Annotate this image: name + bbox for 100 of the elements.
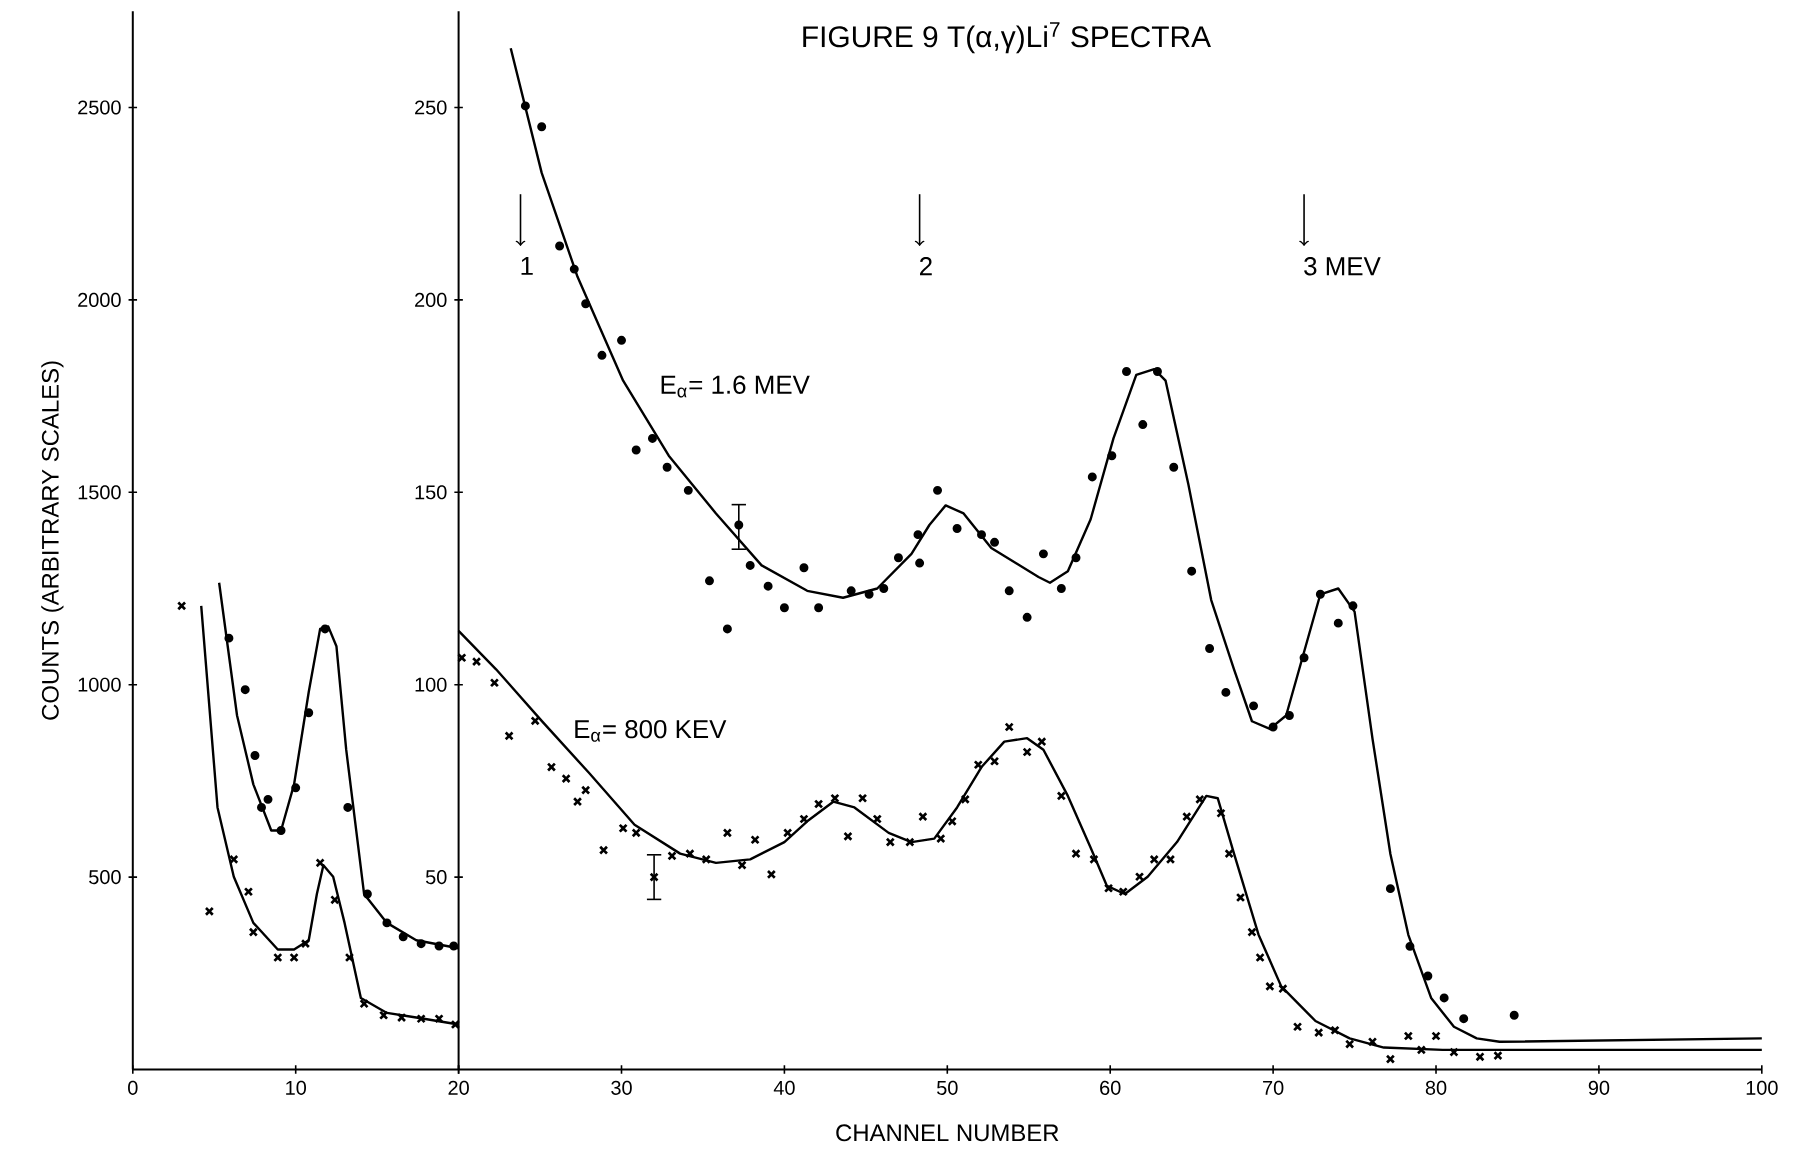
point [977, 530, 986, 540]
x-tick-label: 20 [448, 1080, 469, 1095]
point [257, 802, 266, 812]
point [1268, 722, 1278, 732]
x-tick-label: 60 [1100, 1080, 1121, 1095]
point [1187, 566, 1197, 576]
y-tick-label: 150 [415, 485, 447, 500]
point [846, 586, 856, 596]
point [451, 1020, 460, 1029]
point [1509, 1010, 1519, 1020]
series-label: E$_{α}$= 1.6 MEV [661, 375, 810, 398]
point [1405, 941, 1415, 951]
x-tick-label: 0 [128, 1080, 138, 1095]
point [1459, 1014, 1469, 1024]
point [745, 560, 755, 570]
point [304, 708, 314, 718]
point [398, 932, 408, 942]
point [416, 1014, 426, 1024]
annotation: 2 [920, 257, 932, 276]
point [1071, 553, 1081, 563]
point [933, 485, 943, 495]
point [704, 576, 714, 586]
point [1038, 549, 1048, 559]
point [177, 601, 186, 611]
point [1087, 472, 1097, 482]
point [1423, 971, 1433, 981]
x-tick-label: 70 [1263, 1080, 1284, 1095]
point [617, 335, 626, 345]
point [597, 350, 607, 360]
point [1056, 584, 1066, 593]
x-axis-title: CHANNEL NUMBER [836, 1124, 1059, 1142]
point [434, 941, 444, 951]
point [289, 953, 299, 962]
point [249, 927, 258, 937]
point [555, 241, 565, 251]
y-tick-label: 500 [89, 870, 121, 885]
point [1004, 586, 1014, 596]
point [1284, 710, 1294, 720]
y-tick-label: 1500 [78, 485, 121, 500]
point [250, 751, 260, 760]
point [990, 537, 1000, 547]
y-tick-label: 2500 [78, 100, 121, 115]
x-tick-label: 50 [937, 1080, 958, 1095]
point [879, 584, 889, 593]
point [631, 445, 641, 455]
point [581, 299, 591, 309]
point [1107, 451, 1117, 461]
y-tick-label: 1000 [78, 677, 121, 692]
point [330, 895, 340, 905]
y-tick-label: 100 [415, 677, 447, 692]
point [952, 523, 962, 533]
point [1249, 701, 1259, 711]
x-tick-label: 40 [773, 1080, 795, 1095]
point [913, 530, 923, 540]
point [291, 783, 301, 793]
point [779, 603, 789, 613]
point [864, 589, 874, 599]
point [1221, 687, 1231, 697]
point [343, 802, 353, 812]
point [520, 101, 530, 111]
point [379, 1010, 388, 1020]
x-tick-label: 10 [286, 1080, 307, 1095]
point [763, 581, 773, 591]
point [301, 939, 310, 948]
point [1138, 420, 1148, 430]
series-label: E$_{α}$= 800 KEV [575, 719, 727, 742]
point [382, 918, 392, 928]
point [362, 889, 372, 899]
y-tick-label: 200 [415, 292, 447, 307]
point [224, 633, 234, 643]
point [1169, 462, 1179, 472]
point [662, 462, 672, 472]
point [647, 433, 657, 443]
point [814, 603, 824, 613]
point [416, 939, 426, 949]
point [1299, 653, 1309, 663]
point [1205, 644, 1215, 654]
point [569, 264, 579, 274]
point [893, 553, 903, 563]
x-tick-label: 30 [611, 1080, 632, 1095]
point [1348, 601, 1358, 611]
point [320, 624, 330, 634]
point [315, 858, 325, 868]
point [722, 624, 732, 634]
x-tick-label: 80 [1425, 1080, 1447, 1095]
point [229, 855, 239, 864]
point [537, 122, 547, 132]
point [683, 485, 693, 495]
point [1333, 618, 1343, 628]
point [205, 907, 214, 916]
y-axis-title: COUNTS (ARBITRARY SCALES) [41, 361, 64, 720]
point [1315, 589, 1325, 599]
point [1439, 993, 1449, 1003]
y-tick-label: 250 [415, 100, 447, 115]
point [799, 563, 809, 573]
point [263, 794, 273, 804]
point [1022, 612, 1032, 622]
point [1122, 366, 1131, 376]
point [240, 685, 250, 695]
point [915, 558, 925, 568]
